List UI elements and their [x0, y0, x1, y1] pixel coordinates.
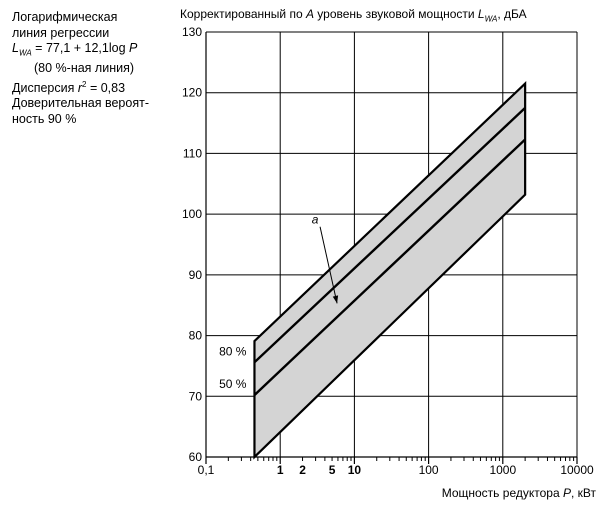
y-tick-label: 70: [189, 389, 203, 403]
axes: [205, 32, 578, 464]
annotation-arrowhead: [332, 295, 339, 304]
note-line-7: ность 90 %: [12, 111, 77, 126]
regression-line: [253, 107, 526, 364]
y-tick-label: 100: [182, 207, 202, 221]
note-line-4: (80 %-ная линия): [34, 61, 135, 75]
x-axis-label: Мощность редуктора P, кВт: [441, 486, 596, 500]
y-tick-label: 80: [189, 329, 203, 343]
note-line-1: Логарифмическая: [12, 10, 118, 24]
x-tick-label: 100: [419, 463, 439, 477]
x-tick-label: 5: [329, 463, 336, 477]
y-tick-label: 60: [189, 450, 203, 464]
annotation-label: a: [312, 213, 319, 227]
confidence-band-area: [253, 81, 527, 460]
variance-line: Дисперсия r2 = 0,83: [12, 79, 126, 95]
x-tick-label: 10: [348, 463, 362, 477]
y-tick-label: 110: [183, 146, 202, 160]
y-tick-label: 120: [182, 86, 202, 100]
annotation-leader: [319, 226, 338, 304]
y-tick-label: 90: [189, 268, 203, 282]
regression-formula: LWA = 77,1 + 12,1log P: [12, 41, 138, 58]
chart-labels: 60 70 80 90 100 110 120 130 0,1 1 2 5 10 100 1000 10000…: [182, 25, 594, 477]
x-tick-label: 10000: [560, 463, 594, 477]
x-tick-label: 2: [299, 463, 306, 477]
note-line-6: Доверительная вероят-: [12, 96, 149, 111]
x-tick-label: 0,1: [198, 463, 215, 477]
confidence-band: [253, 81, 527, 460]
series-label: 80 %: [219, 344, 247, 358]
note-line-2: линия регрессии: [12, 25, 110, 40]
y-axis-label: Корректированный по A уровень звуковой м…: [180, 7, 527, 24]
x-tick-label: 1000: [489, 463, 516, 477]
regression-line: [253, 138, 526, 396]
regression-notes: Логарифмическая линия регрессии LWA = 77…: [12, 10, 172, 127]
series-label: 50 %: [219, 377, 247, 391]
x-tick-label: 1: [277, 463, 284, 477]
regression-lines: [253, 107, 526, 396]
y-tick-label: 130: [182, 25, 202, 39]
